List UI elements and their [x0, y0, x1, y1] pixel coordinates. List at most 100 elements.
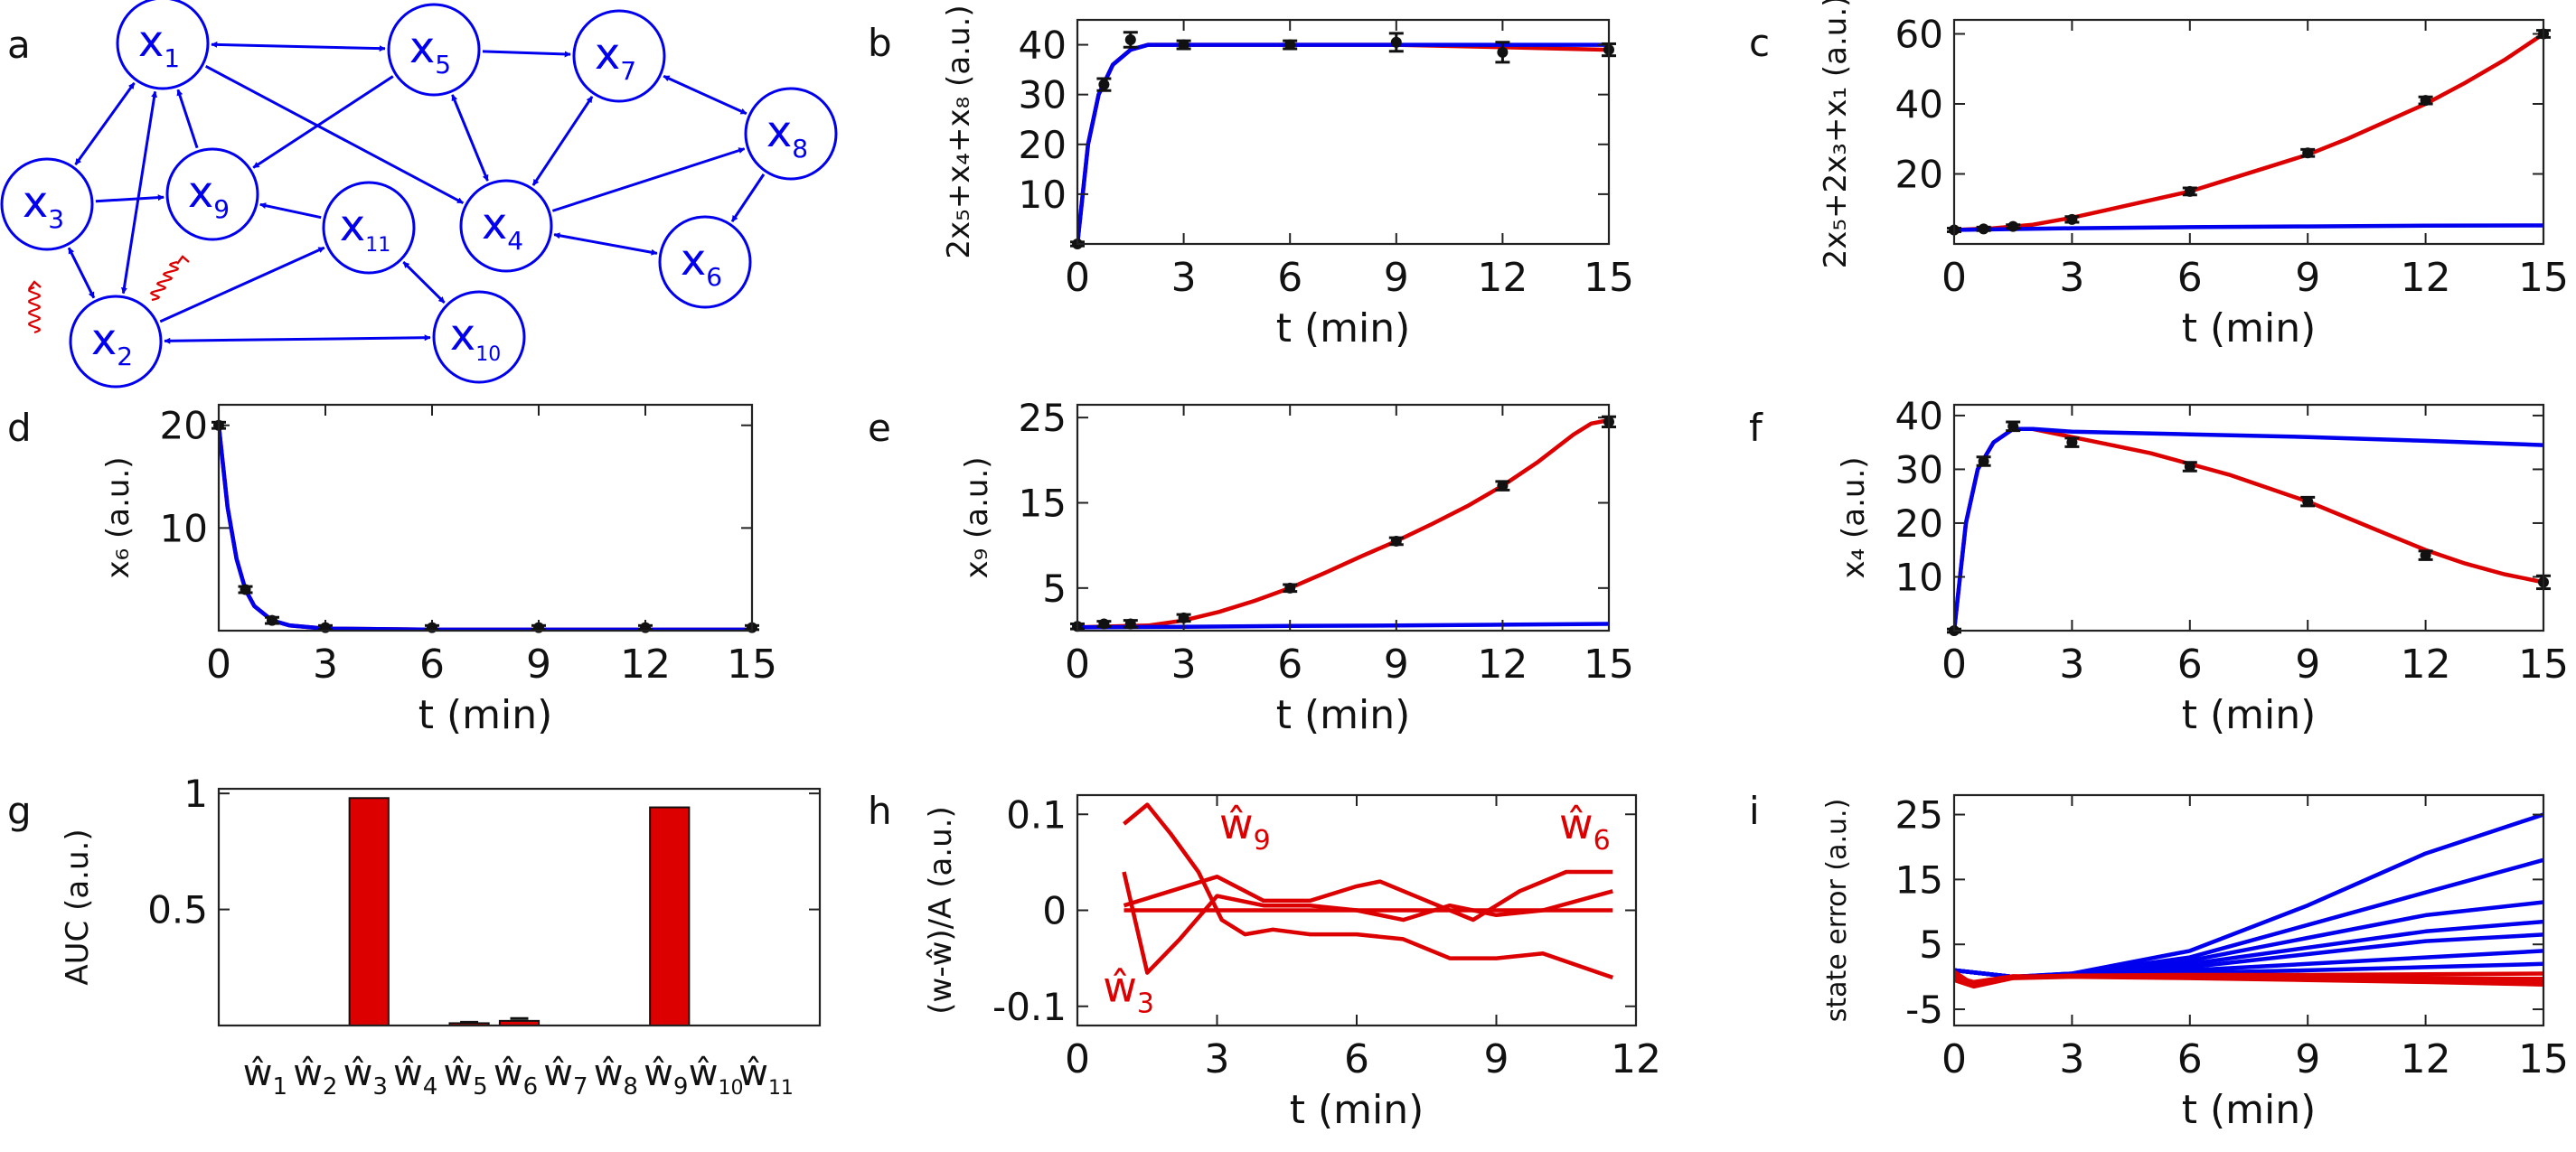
node-circle [572, 9, 666, 103]
axes-box [217, 787, 822, 1027]
data-point [1178, 612, 1189, 623]
network-node: x2 [69, 295, 163, 389]
network-node: x6 [658, 215, 752, 309]
network-edge [120, 90, 158, 295]
node-label-sub: 11 [365, 234, 390, 257]
input-squiggle [149, 260, 180, 302]
network-edge [164, 334, 431, 344]
network-edge [67, 247, 96, 299]
x-tick-label: 9 [2295, 642, 2320, 688]
node-circle [387, 3, 481, 97]
node-label-sub: 7 [620, 56, 636, 86]
chart-panel-e: e 0 3 6 9 12 15 5 15 25 t (min) x₉ (a.u.) [868, 396, 1634, 738]
y-tick-label: 0 [1042, 889, 1067, 933]
data-point [1284, 39, 1296, 51]
node-label: x2 [91, 314, 133, 371]
network-edge [730, 173, 766, 222]
data-point [1124, 618, 1136, 630]
y-tick-label: 10 [1895, 555, 1943, 599]
chart-panel-b: b 0 3 6 9 12 15 10 20 30 40 t (min) 2x₅+x₄+x₈ (a.u.) [868, 5, 1634, 351]
x-tick-label: 0 [1941, 642, 1967, 688]
category-label-sub: 10 [719, 1077, 744, 1100]
node-circle [432, 290, 526, 384]
x-tick-label: 9 [526, 642, 551, 688]
category-label-sub: 8 [623, 1073, 638, 1100]
x-tick-label: 3 [313, 642, 338, 688]
data-point [1098, 79, 1110, 90]
x-tick-label: 15 [2518, 1036, 2569, 1082]
bar [348, 797, 390, 1027]
axes-box [1076, 793, 1638, 1027]
y-tick-label: 0.1 [1006, 792, 1067, 837]
data-point [1978, 223, 1989, 235]
x-axis-label: t (min) [1276, 692, 1411, 738]
y-axis-label: x₉ (a.u.) [959, 456, 995, 578]
data-point [240, 584, 251, 595]
x-tick-label: 15 [2518, 642, 2569, 688]
series-line [219, 425, 752, 631]
category-label-sub: 11 [768, 1077, 794, 1100]
data-point [2066, 213, 2078, 225]
x-tick-label: 9 [1484, 1036, 1509, 1082]
x-tick-label: 0 [1941, 1036, 1967, 1082]
data-point [1284, 582, 1296, 594]
annotation-sub: 9 [1254, 825, 1271, 857]
x-tick-label: 9 [1384, 642, 1409, 688]
x-axis-label: t (min) [2182, 692, 2317, 738]
series-annotation: ŵ6 [1559, 800, 1611, 857]
axes-box [1952, 793, 2545, 1027]
plot-area [1077, 42, 1609, 244]
data-point [2184, 185, 2195, 197]
y-tick-label: 15 [1895, 857, 1943, 902]
node-label-base: x [188, 167, 213, 218]
node-circle [322, 181, 416, 275]
node-label-base: x [595, 29, 620, 80]
category-label: ŵ11 [738, 1053, 794, 1100]
network-edge [176, 89, 199, 149]
x-tick-label: 3 [1205, 1036, 1230, 1082]
category-label: ŵ10 [689, 1053, 744, 1100]
plot-area [1077, 417, 1609, 630]
node-label: x1 [138, 16, 180, 73]
y-tick-label: -0.1 [992, 985, 1067, 1029]
category-label-base: ŵ [494, 1053, 523, 1094]
y-axis-label: state error (a.u.) [1821, 799, 1853, 1023]
data-point [2066, 436, 2078, 448]
data-point [267, 614, 277, 626]
y-tick-label: 30 [1019, 73, 1067, 117]
node-label: x9 [188, 167, 230, 224]
node-circle [116, 0, 210, 90]
network-edge [159, 246, 325, 323]
network-node: x7 [572, 9, 666, 103]
node-label-sub: 10 [475, 343, 501, 366]
data-point [1497, 46, 1509, 58]
network-node: x5 [387, 3, 481, 97]
y-tick-label: 40 [1895, 82, 1943, 126]
data-point [1124, 34, 1136, 46]
category-label-sub: 6 [523, 1073, 539, 1100]
panel-letter: c [1749, 21, 1770, 65]
data-point [1178, 39, 1189, 51]
panel-letter: h [868, 789, 892, 833]
series-line [1954, 972, 2543, 986]
plot-area [1954, 812, 2543, 989]
node-label: x3 [23, 177, 64, 234]
x-tick-label: 12 [1611, 1036, 1661, 1082]
x-tick-label: 6 [419, 642, 445, 688]
x-tick-label: 12 [2401, 255, 2451, 301]
y-tick-label: 10 [1019, 173, 1067, 217]
y-axis-label: x₆ (a.u.) [100, 456, 136, 578]
x-axis-label: t (min) [2182, 305, 2317, 351]
chart-panel-c: c 0 3 6 9 12 15 20 40 60 t (min) 2x₅+2x₃+x₁ (a.u.) [1749, 0, 2569, 351]
y-tick-label: 10 [160, 506, 208, 550]
y-tick-label: -5 [1905, 988, 1943, 1032]
category-label-base: ŵ [343, 1053, 373, 1094]
x-axis-label: t (min) [1276, 305, 1411, 351]
annotation-sub: 3 [1137, 988, 1154, 1019]
y-tick-label: 40 [1895, 394, 1943, 438]
data-point [1978, 455, 1989, 467]
x-tick-label: 12 [1477, 642, 1528, 688]
series-line [1954, 812, 2543, 979]
y-axis-label: AUC (a.u.) [60, 829, 96, 985]
